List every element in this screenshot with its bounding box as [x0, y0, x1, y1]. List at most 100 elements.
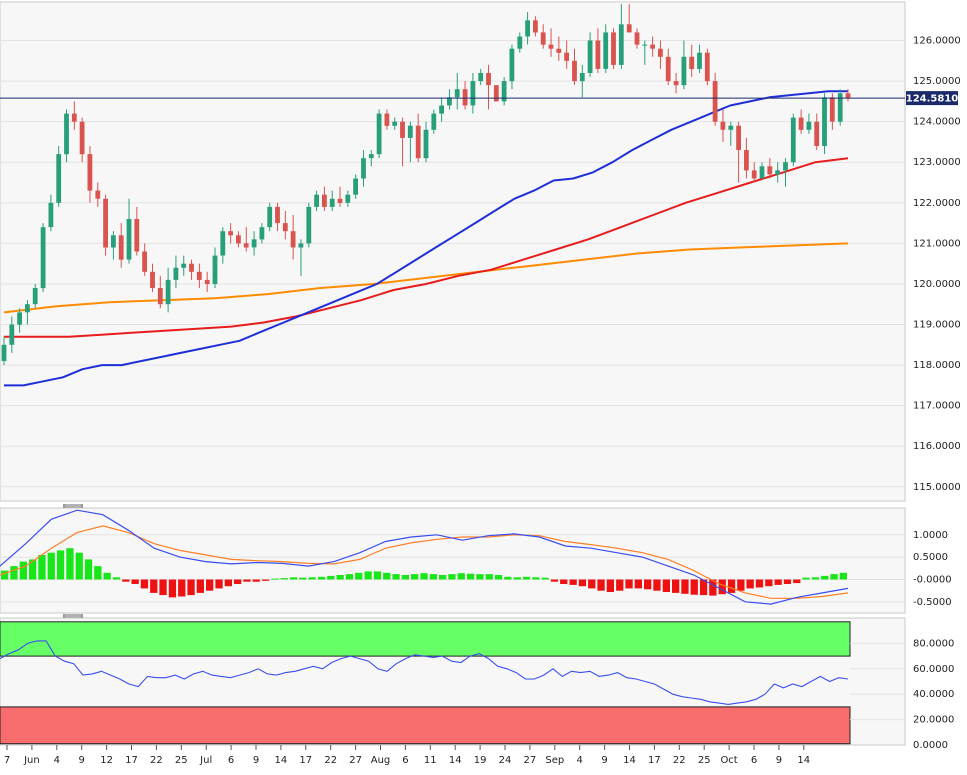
candle — [103, 194, 108, 256]
candle-body — [1, 344, 7, 361]
last-price-label: 124.5810 — [906, 94, 959, 105]
macd-panel-handle[interactable] — [63, 504, 83, 508]
candle-body — [509, 48, 515, 82]
candle — [517, 32, 523, 53]
price-tick-label: 121.0000 — [913, 238, 961, 249]
macd-histogram-bar — [718, 579, 726, 595]
candle-body — [423, 129, 429, 159]
candle — [704, 48, 710, 86]
candle-body — [462, 89, 468, 106]
rsi-tick-label: 60.0000 — [913, 664, 954, 675]
candle — [79, 117, 85, 163]
macd-histogram-bar — [681, 579, 689, 594]
x-tick-label: 6 — [751, 755, 757, 766]
macd-histogram-bar — [457, 573, 465, 580]
candle — [486, 64, 491, 110]
candle-body — [595, 40, 601, 69]
candle — [17, 308, 22, 333]
macd-histogram-bar — [336, 575, 344, 580]
macd-histogram-bar — [755, 579, 764, 588]
macd-histogram-bar — [550, 579, 559, 582]
candle-body — [17, 312, 22, 325]
candle-body — [345, 194, 351, 203]
candle — [400, 117, 405, 167]
candle — [798, 109, 804, 134]
macd-histogram-bar — [569, 579, 577, 585]
candle-body — [626, 24, 632, 33]
candle-body — [712, 81, 718, 122]
macd-histogram-bar — [504, 576, 512, 580]
macd-signal-line — [0, 525, 849, 599]
x-tick-label: 9 — [79, 755, 85, 766]
candle-body — [634, 32, 640, 45]
candle — [829, 93, 835, 130]
candle — [361, 150, 366, 187]
candle-body — [728, 125, 734, 130]
candle — [712, 72, 718, 126]
macd-histogram-bar — [243, 579, 251, 582]
macd-histogram-bar — [672, 579, 680, 593]
macd-histogram-bar — [821, 575, 829, 580]
rsi-overbought-zone — [0, 621, 851, 657]
last-price-marker: 124.5810 — [0, 91, 959, 106]
candle — [501, 77, 507, 106]
candle — [126, 198, 132, 264]
candle-body — [767, 166, 773, 175]
x-tick-label: 14 — [797, 755, 810, 766]
candle-body — [736, 125, 741, 150]
candle — [650, 36, 655, 57]
x-tick-label: 9 — [253, 755, 259, 766]
price-tick-label: 116.0000 — [913, 441, 961, 452]
x-tick-label: 7 — [4, 755, 10, 766]
macd-histogram-bar — [10, 566, 18, 580]
candle — [603, 24, 609, 73]
candle-body — [337, 198, 343, 203]
x-tick-label: Jun — [23, 755, 40, 766]
rsi-tick-label: 0.0000 — [913, 740, 948, 751]
candle-body — [790, 117, 796, 163]
candle-body — [579, 73, 585, 82]
candle — [814, 113, 820, 151]
candle-body — [32, 288, 38, 305]
macd-histogram-bar — [252, 579, 260, 582]
macd-histogram-bar — [699, 579, 708, 596]
candle-body — [384, 113, 390, 126]
candle-body — [298, 243, 304, 248]
x-tick-label: 17 — [648, 755, 661, 766]
rsi-y-axis: 80.0000 60.0000 40.0000 20.0000 0.0000 — [913, 638, 954, 751]
candle-body — [9, 324, 15, 345]
candle — [32, 283, 38, 309]
candle-body — [329, 198, 335, 207]
rsi-tick-label: 40.0000 — [913, 689, 954, 700]
candle — [236, 231, 241, 248]
candle-body — [259, 227, 265, 240]
macd-panel-background — [0, 507, 906, 614]
macd-histogram-bar — [94, 566, 102, 580]
price-panel-background — [0, 1, 906, 502]
candle — [353, 174, 358, 199]
rsi-panel-handle[interactable] — [63, 614, 83, 618]
candle — [556, 36, 562, 61]
candle — [462, 81, 468, 110]
macd-histogram — [1, 548, 847, 598]
candle — [564, 40, 569, 69]
candle-body — [658, 48, 663, 57]
macd-histogram-bar — [364, 571, 372, 580]
candle — [767, 158, 773, 179]
candle — [572, 48, 577, 86]
macd-y-axis: 1.0000 0.5000 -0.0000 -0.5000 — [913, 530, 952, 608]
macd-histogram-bar — [634, 579, 642, 589]
candle — [71, 101, 77, 130]
candle-body — [470, 81, 476, 106]
macd-histogram-bar — [811, 577, 820, 580]
price-tick-label: 117.0000 — [913, 401, 961, 412]
macd-histogram-bar — [439, 575, 447, 580]
candle-body — [759, 166, 765, 179]
candle-body — [368, 154, 374, 159]
candle-body — [744, 150, 749, 171]
x-axis: 7 Jun 4 9 12 17 22 25 Jul 6 9 14 17 22 27 Aug 6 11 14 19 24 2… — [4, 745, 810, 766]
x-tick-label: 27 — [349, 755, 362, 766]
candle — [790, 113, 796, 167]
candle-body — [251, 239, 257, 248]
